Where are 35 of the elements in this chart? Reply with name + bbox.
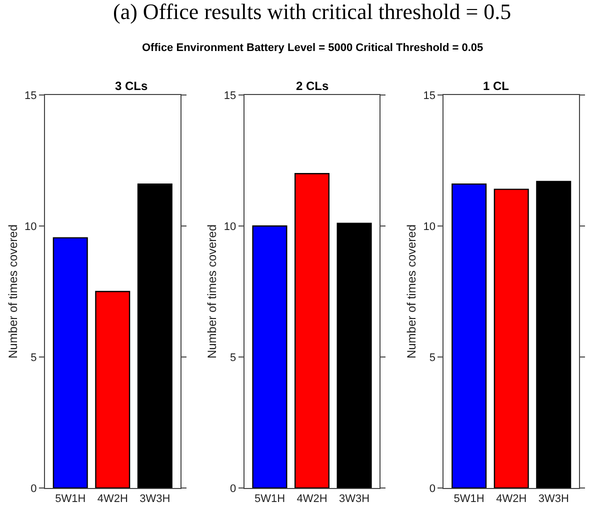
y-tick-label: 10: [423, 220, 436, 233]
y-axis-title: Number of times covered: [404, 224, 419, 359]
y-tick-label: 0: [230, 482, 236, 495]
y-tick-label: 15: [24, 90, 37, 102]
x-tick-label: 4W2H: [97, 493, 128, 506]
y-tick-label: 5: [429, 352, 436, 364]
chart-title: 1 CL: [483, 79, 510, 93]
chart-title: 2 CLs: [296, 79, 330, 93]
bar: [252, 225, 288, 488]
bar: [95, 290, 130, 488]
x-tick-label: 5W1H: [55, 493, 86, 506]
x-tick-label: 5W1H: [254, 493, 286, 506]
x-tick-label: 3W3H: [538, 493, 569, 506]
x-tick-label: 4W2H: [496, 493, 527, 506]
bar: [294, 173, 330, 488]
y-axis-title: Number of times covered: [6, 224, 20, 359]
y-tick-label: 5: [230, 352, 236, 364]
y-axis-title: Number of times covered: [205, 224, 220, 359]
text: Office Environment Battery Level = 5000 Critical Threshold = 0.05: [142, 42, 484, 54]
y-tick-label: 5: [30, 352, 37, 364]
x-tick-label: 3W3H: [339, 493, 370, 506]
y-tick-label: 10: [224, 220, 236, 233]
bar: [52, 237, 88, 488]
chart-title: 3 CLs: [115, 79, 148, 93]
y-tick-label: 0: [30, 482, 37, 495]
bar: [336, 222, 372, 488]
bar: [137, 183, 172, 488]
x-tick-label: 4W2H: [296, 493, 328, 506]
y-tick-label: 10: [24, 220, 37, 233]
text: (a) Office results with critical threshold = 0.5: [113, 0, 512, 24]
y-tick-label: 15: [423, 90, 436, 102]
x-tick-label: 3W3H: [140, 493, 170, 506]
y-tick-label: 0: [429, 482, 436, 495]
y-tick-label: 15: [224, 90, 236, 102]
x-tick-label: 5W1H: [454, 493, 484, 506]
